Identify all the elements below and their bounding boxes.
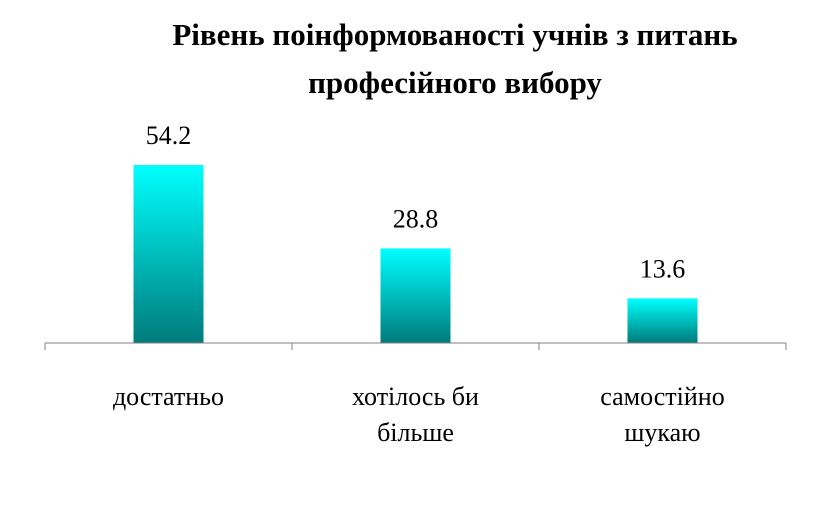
data-label: 54.2 <box>146 121 192 150</box>
bar <box>627 298 698 343</box>
category-label: більше <box>377 418 454 447</box>
labels-group: 54.2 достатньо 28.8 хотілось би більше 13.6 са… <box>113 121 725 447</box>
category-label: самостійно <box>600 382 724 411</box>
x-axis <box>44 342 787 350</box>
data-label: 28.8 <box>393 204 439 233</box>
bar <box>380 248 451 343</box>
chart-title-line-2: професійного вибору <box>308 65 602 100</box>
category-label: хотілось би <box>352 382 479 411</box>
bars-group <box>133 165 698 343</box>
chart-title-line-1: Рівень поінформованості учнів з питань <box>172 17 737 52</box>
category-label: шукаю <box>624 418 700 447</box>
bar <box>133 165 204 343</box>
category-label: достатньо <box>113 382 224 411</box>
data-label: 13.6 <box>640 254 686 283</box>
